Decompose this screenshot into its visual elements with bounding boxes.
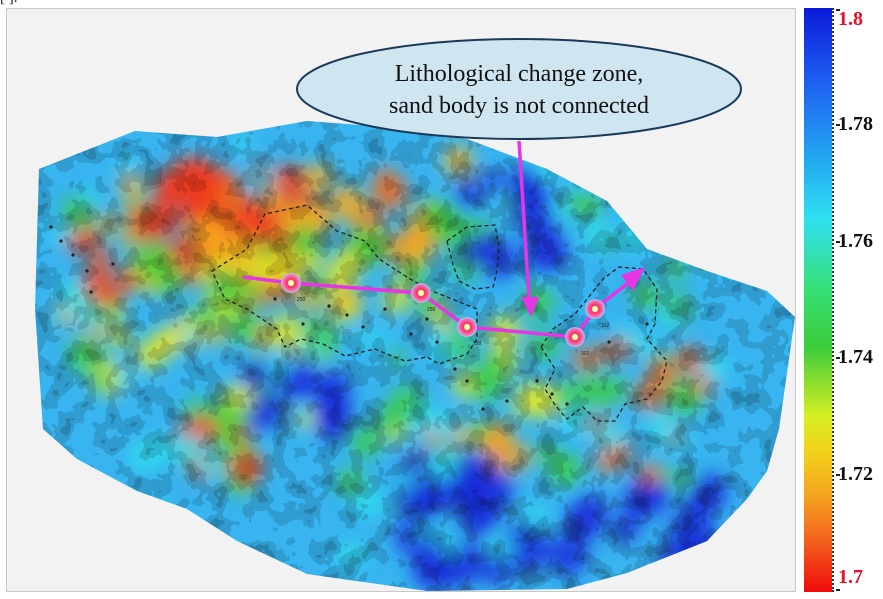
callout-line-2: sand body is not connected [389, 93, 649, 119]
well-dot [565, 402, 569, 406]
well-dot [607, 340, 611, 344]
well-dot [425, 317, 429, 321]
color-scale-tick-label: 1.74 [838, 346, 873, 369]
well-dot [550, 392, 554, 396]
well-label: 259 [473, 341, 482, 347]
well-marker: 307 [565, 327, 590, 357]
well-dot [301, 322, 305, 326]
well-dot [345, 313, 349, 317]
well-dot [505, 399, 509, 403]
well-label-group [49, 225, 649, 411]
well-marker: 256 [411, 283, 436, 313]
sand-body-boundary [446, 224, 500, 290]
well-dot [645, 322, 649, 326]
well-label: 307 [581, 351, 590, 357]
color-scale-bar [804, 8, 834, 592]
well-dot [327, 304, 331, 308]
callout-arrow [517, 140, 539, 317]
color-scale-tick-mark [836, 357, 840, 360]
sand-body-boundary [211, 204, 478, 365]
well-dot [435, 340, 439, 344]
well-dot [89, 290, 93, 294]
color-scale-gradient [804, 8, 832, 592]
well-label: 250 [297, 297, 306, 303]
well-dot [481, 407, 485, 411]
callout-line-1: Lithological change zone, [395, 61, 644, 87]
sand-body-boundaries [211, 204, 668, 422]
well-dot [361, 325, 365, 329]
well-dot [71, 253, 75, 257]
connection-arrow-head [621, 267, 645, 291]
well-dot [453, 367, 457, 371]
well-dot [273, 297, 277, 301]
well-marker: 312 [585, 299, 610, 329]
top-caption-fragment: [ ]. [0, 0, 18, 7]
color-scale-tick-mark [836, 474, 840, 477]
well-dot [49, 225, 53, 229]
color-scale-tick-mark [836, 240, 840, 243]
color-scale-tick-label: 1.76 [838, 229, 873, 252]
color-scale-tick-mark [836, 9, 840, 11]
well-dot [383, 307, 387, 311]
well-dot [409, 332, 413, 336]
well-markers: 250 256 259 307 312 [281, 273, 610, 357]
color-scale-tick-mark [836, 589, 840, 591]
callout-bubble: Lithological change zone, sand body is n… [296, 38, 742, 140]
attribute-map-frame: 250 256 259 307 312 Lithological change zone… [6, 8, 796, 592]
well-label: 256 [427, 307, 436, 313]
well-dot [535, 379, 539, 383]
well-dot [85, 269, 89, 273]
color-scale-tick-label: 1.7 [838, 566, 863, 588]
color-scale-tick-label: 1.8 [838, 8, 863, 30]
well-marker: 259 [457, 317, 482, 347]
well-dot [111, 262, 115, 266]
color-scale-tick-label: 1.72 [838, 463, 873, 486]
sand-body-boundary [540, 266, 668, 422]
attribute-map: 250 256 259 307 312 Lithological change zone… [35, 38, 795, 591]
well-label: 312 [601, 323, 610, 329]
well-marker: 250 [281, 273, 306, 303]
well-dot [465, 379, 469, 383]
well-dot [59, 239, 63, 243]
color-scale-tick-label: 1.78 [838, 112, 873, 135]
color-scale-tick-mark [836, 123, 840, 126]
